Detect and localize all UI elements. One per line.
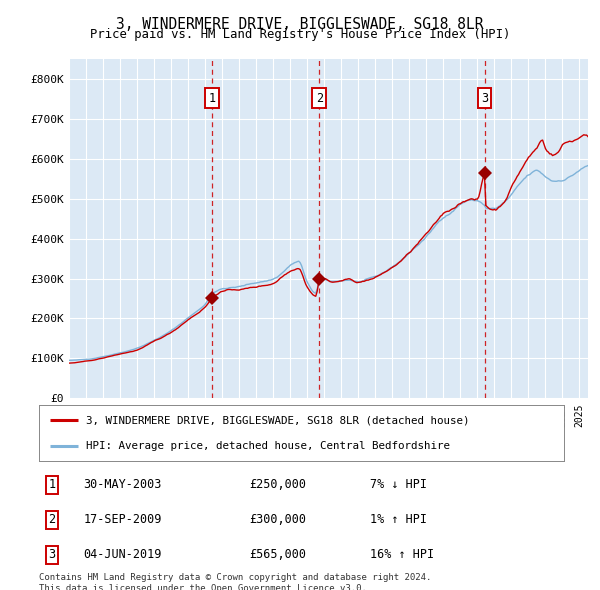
Text: 3, WINDERMERE DRIVE, BIGGLESWADE, SG18 8LR: 3, WINDERMERE DRIVE, BIGGLESWADE, SG18 8…	[116, 17, 484, 31]
Text: 17-SEP-2009: 17-SEP-2009	[83, 513, 162, 526]
Text: 16% ↑ HPI: 16% ↑ HPI	[370, 548, 434, 562]
Text: HPI: Average price, detached house, Central Bedfordshire: HPI: Average price, detached house, Cent…	[86, 441, 450, 451]
Text: £250,000: £250,000	[249, 478, 306, 491]
Text: Contains HM Land Registry data © Crown copyright and database right 2024.
This d: Contains HM Land Registry data © Crown c…	[39, 573, 431, 590]
Text: 3: 3	[481, 91, 488, 104]
Text: 1% ↑ HPI: 1% ↑ HPI	[370, 513, 427, 526]
Text: 1: 1	[209, 91, 215, 104]
Text: Price paid vs. HM Land Registry's House Price Index (HPI): Price paid vs. HM Land Registry's House …	[90, 28, 510, 41]
Text: 2: 2	[316, 91, 323, 104]
Text: 3: 3	[49, 548, 56, 562]
Text: £300,000: £300,000	[249, 513, 306, 526]
Text: 3, WINDERMERE DRIVE, BIGGLESWADE, SG18 8LR (detached house): 3, WINDERMERE DRIVE, BIGGLESWADE, SG18 8…	[86, 415, 470, 425]
Text: 2: 2	[49, 513, 56, 526]
Text: £565,000: £565,000	[249, 548, 306, 562]
Text: 04-JUN-2019: 04-JUN-2019	[83, 548, 162, 562]
Text: 7% ↓ HPI: 7% ↓ HPI	[370, 478, 427, 491]
Text: 30-MAY-2003: 30-MAY-2003	[83, 478, 162, 491]
Text: 1: 1	[49, 478, 56, 491]
